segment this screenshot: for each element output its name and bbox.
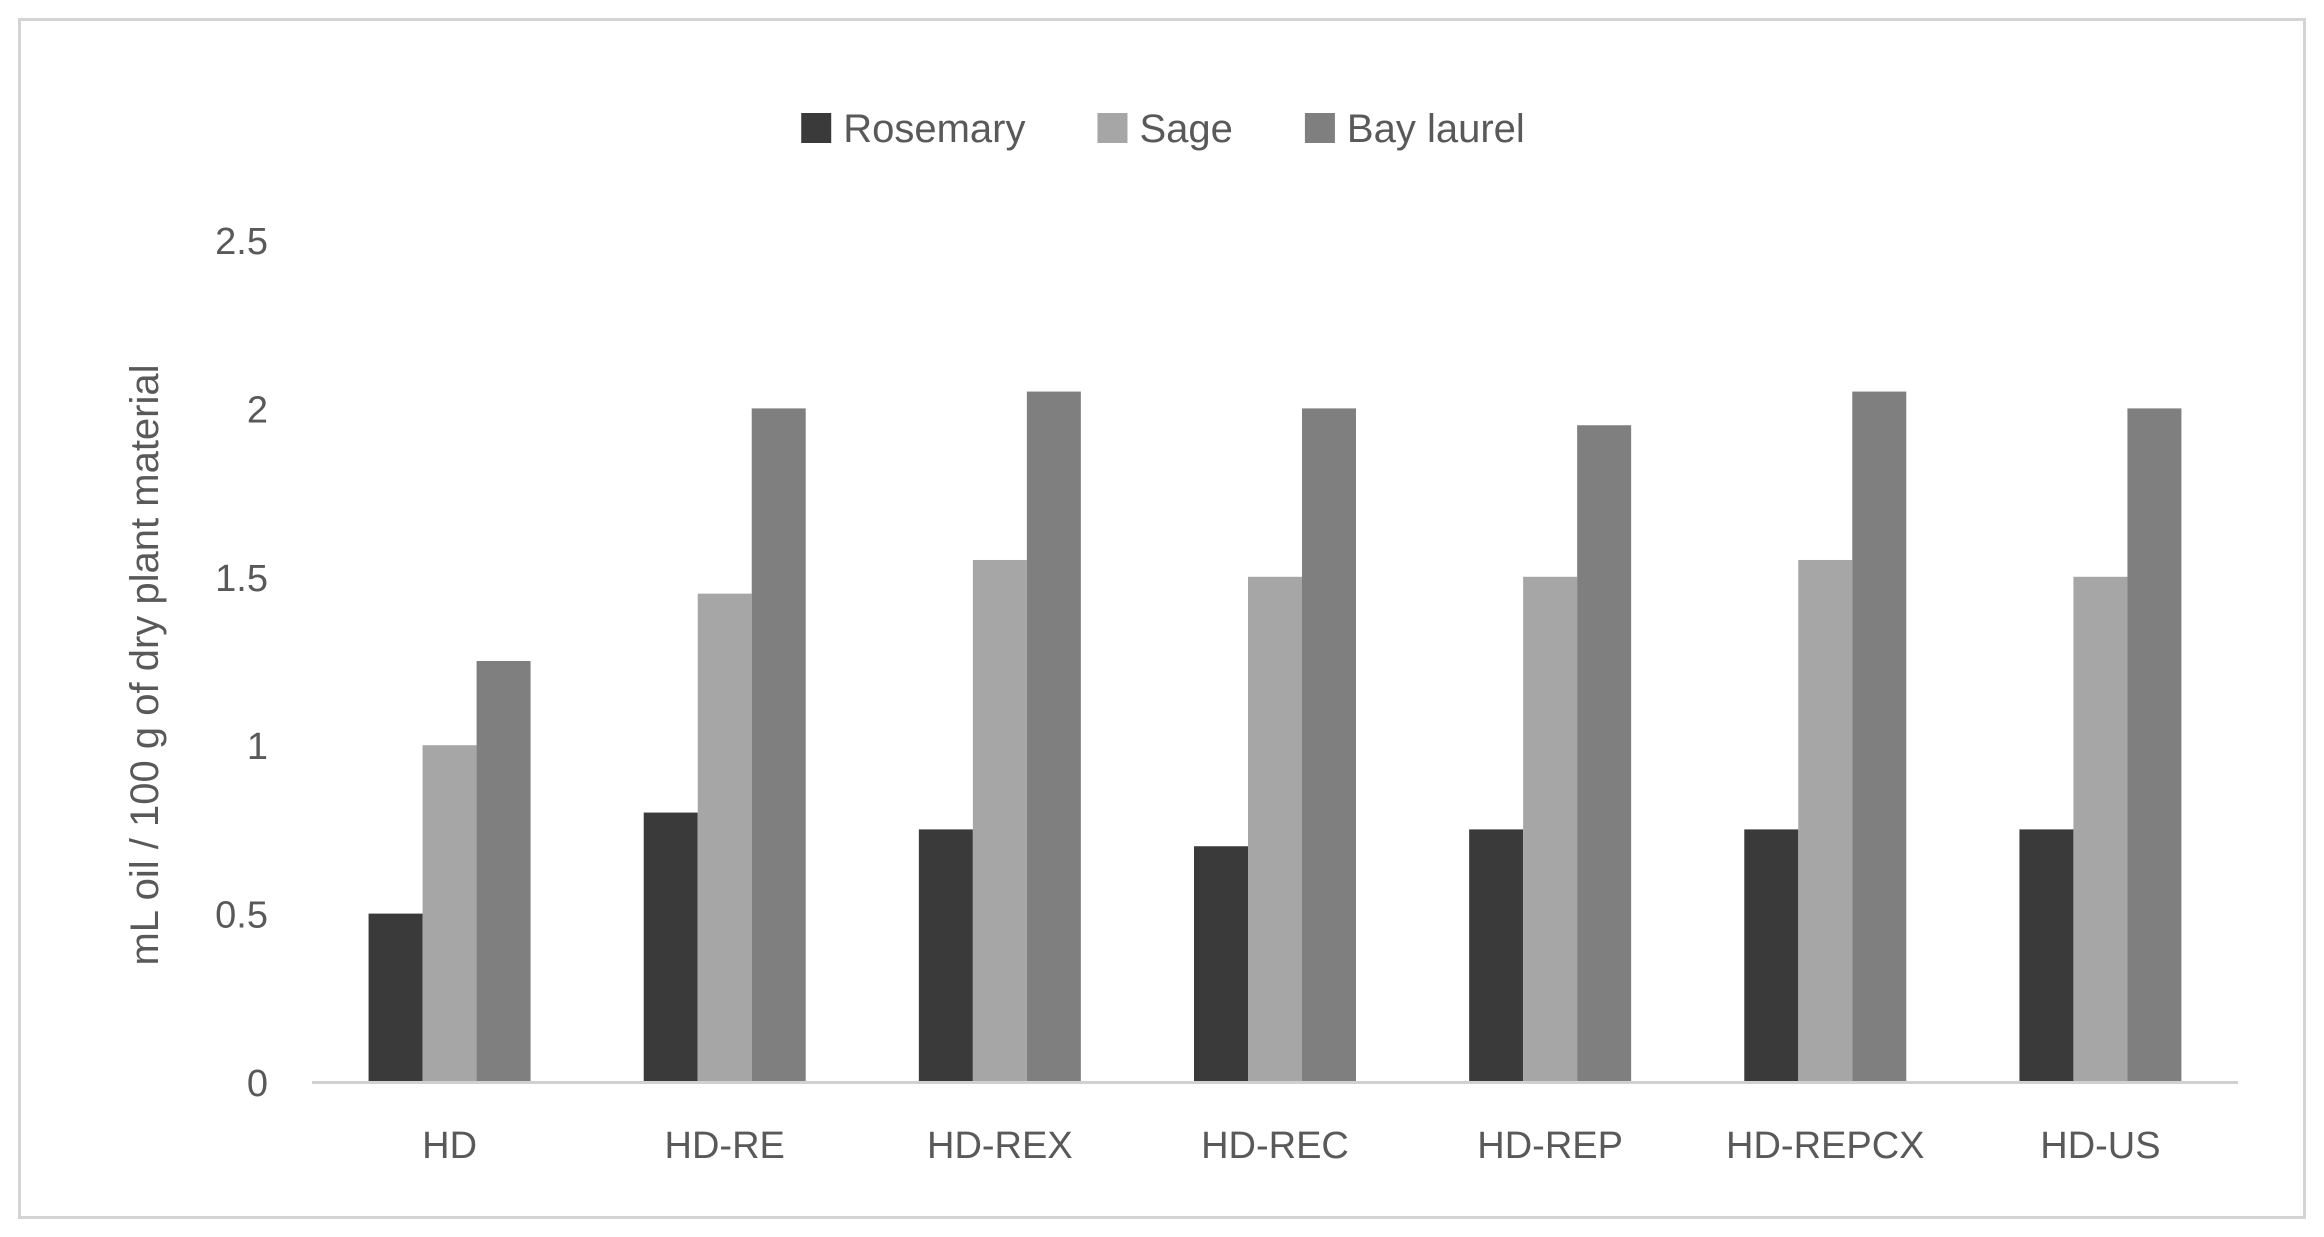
bar-rosemary-hd-re [643,812,698,1082]
bar-sage-hd-us [2073,576,2128,1082]
bar-sage-hd-repcx [1798,559,1853,1082]
y-tick-label: 0.5 [215,895,268,937]
y-axis-title: mL oil / 100 g of dry plant material [123,364,167,965]
legend-label-bay-laurel: Bay laurel [1347,107,1525,151]
bar-rosemary-hd-repcx [1744,829,1799,1082]
x-axis-labels: HD HD-RE HD-REX HD-REC HD-REP HD-REPCX HD-US [422,1125,2160,1167]
bar-sage-hd-rep [1523,576,1578,1082]
x-tick-label-hd-rec: HD-REC [1201,1125,1349,1167]
legend-swatch-rosemary [801,113,832,143]
bar-bay-laurel-hd-us [2127,408,2182,1082]
x-tick-label-hd: HD [422,1125,477,1167]
x-tick-label-hd-rex: HD-REX [927,1125,1073,1167]
bar-rosemary-hd [368,913,423,1082]
bar-bay-laurel-hd-repcx [1852,391,1907,1082]
legend-swatch-sage [1097,113,1128,143]
legend-label-rosemary: Rosemary [843,107,1025,151]
y-tick-label: 2 [247,389,268,431]
bar-bay-laurel-hd-rec [1302,408,1356,1082]
x-tick-label-hd-re: HD-RE [665,1125,785,1167]
bar-rosemary-hd-rec [1194,846,1248,1082]
bar-sage-hd-rec [1248,576,1302,1082]
legend: Rosemary Sage Bay laurel [801,107,1525,151]
y-axis-ticks: 0 0.5 1 1.5 2 2.5 [215,221,268,1105]
x-tick-label-hd-rep: HD-REP [1477,1125,1623,1167]
bar-bay-laurel-hd-re [751,408,806,1082]
bar-rosemary-hd-rep [1469,829,1524,1082]
legend-label-sage: Sage [1139,107,1232,151]
bar-bay-laurel-hd-rex [1026,391,1081,1082]
bars [368,391,2182,1082]
bar-rosemary-hd-us [2019,829,2074,1082]
y-tick-label: 0 [247,1063,268,1105]
bar-sage-hd-re [697,593,752,1082]
y-tick-label: 2.5 [215,221,268,263]
bar-sage-hd [422,745,477,1082]
x-tick-label-hd-repcx: HD-REPCX [1726,1125,1924,1167]
y-tick-label: 1.5 [215,558,268,600]
bar-bay-laurel-hd [476,661,531,1082]
x-tick-label-hd-us: HD-US [2040,1125,2160,1167]
bar-rosemary-hd-rex [918,829,973,1082]
bar-sage-hd-rex [972,559,1027,1082]
bar-bay-laurel-hd-rep [1577,425,1632,1082]
y-tick-label: 1 [247,726,268,768]
legend-swatch-bay-laurel [1304,113,1335,143]
